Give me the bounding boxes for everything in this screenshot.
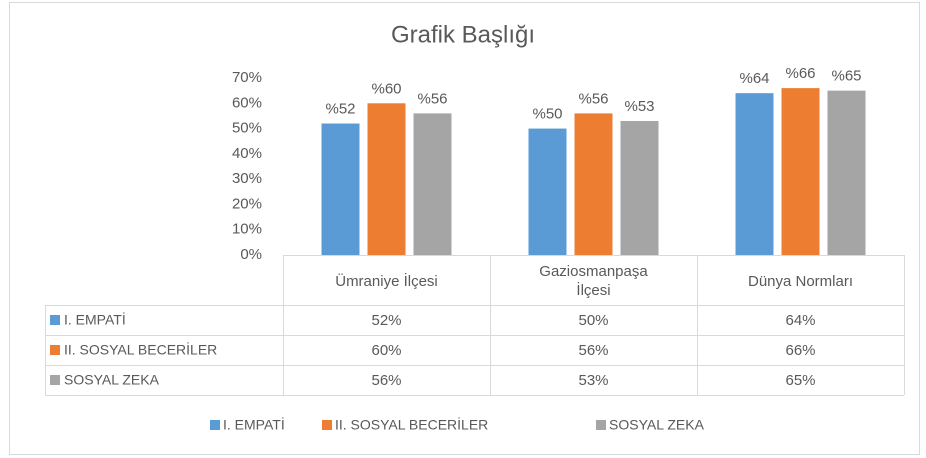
- y-tick-label: 50%: [232, 120, 262, 137]
- data-label: %52: [325, 100, 355, 117]
- legend-key: [596, 420, 606, 430]
- legend-label: II. SOSYAL BECERİLER: [335, 416, 488, 433]
- x-tick-label: Ümraniye İlçesi: [335, 272, 438, 290]
- data-label: %65: [831, 68, 861, 85]
- legend-key: [322, 420, 332, 430]
- legend-label: SOSYAL ZEKA: [609, 417, 705, 433]
- x-tick-label-box: Gaziosmanpaşa İlçesi: [539, 263, 648, 299]
- legend-label: I. EMPATİ: [223, 416, 285, 433]
- table-cell: 64%: [785, 312, 815, 329]
- table-cell: 56%: [371, 372, 401, 389]
- bar: [735, 93, 774, 256]
- x-tick-label-box: Ümraniye İlçesi: [335, 272, 438, 290]
- table-legend-key: [50, 375, 60, 385]
- x-tick-label: Dünya Normları: [747, 272, 854, 290]
- data-label: %60: [371, 80, 401, 97]
- table-cell: 66%: [785, 342, 815, 359]
- y-tick-label: 0%: [240, 246, 262, 263]
- table-legend-key: [50, 345, 60, 355]
- data-label: %53: [624, 98, 654, 115]
- data-label: %56: [578, 90, 608, 107]
- y-tick-label: 40%: [232, 145, 262, 162]
- table-row-label: SOSYAL ZEKA: [64, 372, 160, 388]
- data-label: %56: [417, 90, 447, 107]
- bar: [620, 120, 659, 255]
- table-cell: 60%: [371, 342, 401, 359]
- table-cell: 50%: [578, 312, 608, 329]
- y-tick-label: 30%: [232, 170, 262, 187]
- bar: [781, 88, 820, 255]
- data-label: %64: [739, 70, 769, 87]
- bar: [574, 113, 613, 256]
- table-legend-key: [50, 315, 60, 325]
- table-cell: 53%: [578, 372, 608, 389]
- data-label: %50: [532, 106, 562, 123]
- legend-key: [210, 420, 220, 430]
- data-label: %66: [785, 65, 815, 82]
- table-row-label: II. SOSYAL BECERİLER: [64, 341, 217, 358]
- y-tick-label: 10%: [232, 221, 262, 238]
- bar: [413, 113, 452, 256]
- table-cell: 56%: [578, 342, 608, 359]
- y-tick-label: 60%: [232, 94, 262, 111]
- y-tick-label: 20%: [232, 195, 262, 212]
- table-cell: 65%: [785, 372, 815, 389]
- bar: [321, 123, 360, 255]
- bar: [827, 90, 866, 256]
- x-tick-label-box: Dünya Normları: [747, 272, 854, 290]
- chart-title: Grafik Başlığı: [391, 21, 535, 48]
- bar: [367, 103, 406, 256]
- table-cell: 52%: [371, 312, 401, 329]
- table-row-label: I. EMPATİ: [64, 311, 126, 328]
- bar: [528, 128, 567, 255]
- x-tick-label: Gaziosmanpaşa İlçesi: [539, 263, 648, 299]
- y-tick-label: 70%: [232, 69, 262, 86]
